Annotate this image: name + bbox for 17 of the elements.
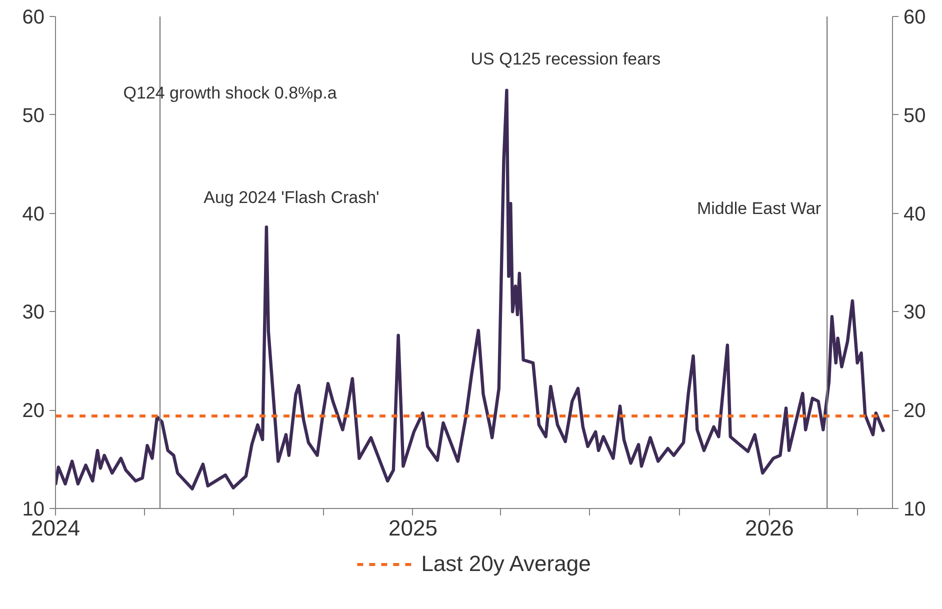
y-tick-label: 20 [22,400,45,422]
y-tick-label: 50 [22,104,45,127]
y2-tick-label: 60 [904,6,926,28]
y2-tick-label: 20 [904,400,926,422]
y-tick-label: 60 [22,6,45,28]
y2-tick-label: 40 [904,203,926,226]
y2-tick-label: 30 [904,302,926,324]
y2-tick-label: 50 [904,104,926,127]
y-tick-label: 30 [22,302,45,324]
y2-tick-label: 10 [904,498,926,520]
ref-line-label: Middle East War [696,198,822,218]
x-tick-label: 2025 [388,516,438,540]
annotation: US Q125 recession fears [470,49,661,68]
x-tick-label: 2026 [744,516,794,540]
y-tick-label: 40 [22,203,45,226]
legend-label: Last 20y Average [421,551,591,577]
annotation: Aug 2024 'Flash Crash' [204,188,380,208]
